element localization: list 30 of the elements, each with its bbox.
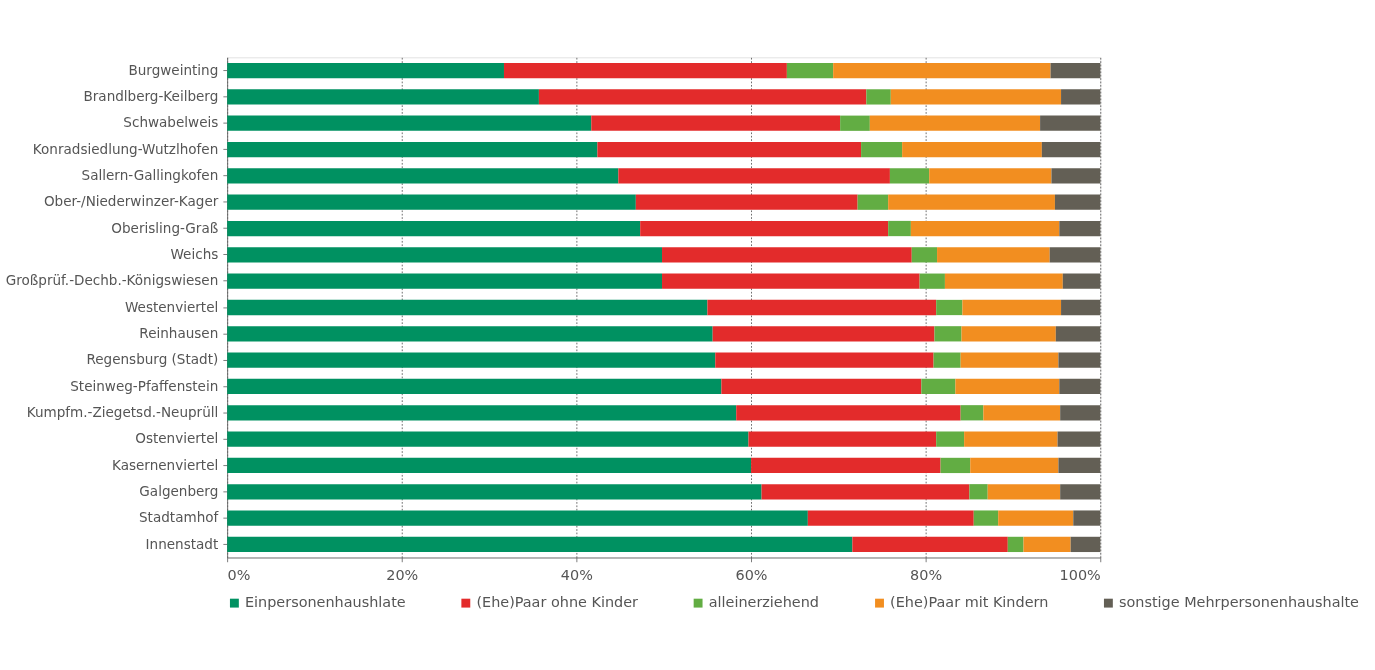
y-tick-label: Kumpfm.-Ziegetsd.-Neuprüll [26,404,219,421]
y-tick-label: Regensburg (Stadt) [86,351,219,368]
y-tick-label: Sallern-Gallingkofen [81,167,219,184]
y-tick-label: Reinhausen [139,325,219,342]
y-tick-label: Kasernenviertel [112,456,219,473]
x-tick-label: 60% [735,567,768,584]
x-tick-label: 80% [910,567,943,584]
x-tick-label: 40% [560,567,593,584]
y-tick-label: Galgenberg [139,483,219,499]
y-tick-label: Weichs [170,246,219,263]
x-tick-label: 20% [386,567,419,584]
x-tick-label: 0% [227,567,251,584]
y-tick-label: Westenviertel [124,298,219,315]
y-tick-label: Brandlberg-Keilberg [83,88,219,105]
legend-label: Einpersonenhaushlate [244,594,406,611]
y-tick-label: Oberisling-Graß [111,219,219,236]
legend-label: alleinerziehend [708,594,820,611]
y-tick-label: Konradsiedlung-Wutzlhofen [32,140,219,157]
legend-label: sonstige Mehrpersonenhaushalte [1118,594,1360,611]
y-tick-label: Burgweinting [128,61,219,78]
y-tick-label: Schwabelweis [123,114,219,131]
y-tick-label: Innenstadt [145,535,219,552]
legend-label: (Ehe)Paar ohne Kinder [476,594,639,611]
y-tick-label: Ober-/Niederwinzer-Kager [43,193,219,210]
legend-label: (Ehe)Paar mit Kindern [890,594,1049,611]
y-tick-label: Ostenviertel [135,430,219,447]
x-tick-label: 100% [1059,567,1101,584]
y-tick-label: Steinweg-Pfaffenstein [70,377,219,394]
y-tick-label: Stadtamhof [139,509,220,526]
y-tick-label: Großprüf.-Dechb.-Königswiesen [5,272,219,289]
